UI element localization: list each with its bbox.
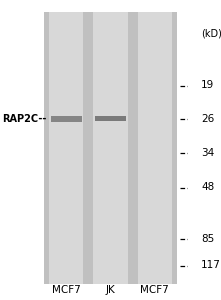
Bar xyxy=(95,116,126,121)
Text: 48: 48 xyxy=(201,182,214,193)
Text: 34: 34 xyxy=(201,148,214,158)
Text: MCF7: MCF7 xyxy=(52,285,81,295)
Bar xyxy=(51,116,82,122)
Bar xyxy=(49,12,83,284)
Bar xyxy=(137,12,172,284)
Text: (kD): (kD) xyxy=(201,28,221,38)
Text: 26: 26 xyxy=(201,113,214,124)
Text: JK: JK xyxy=(106,285,115,295)
Text: MCF7: MCF7 xyxy=(140,285,169,295)
Text: 117: 117 xyxy=(201,260,221,271)
Bar xyxy=(93,12,128,284)
Text: 19: 19 xyxy=(201,80,214,91)
Text: RAP2C--: RAP2C-- xyxy=(2,113,47,124)
Bar xyxy=(44,12,177,284)
Text: 85: 85 xyxy=(201,233,214,244)
